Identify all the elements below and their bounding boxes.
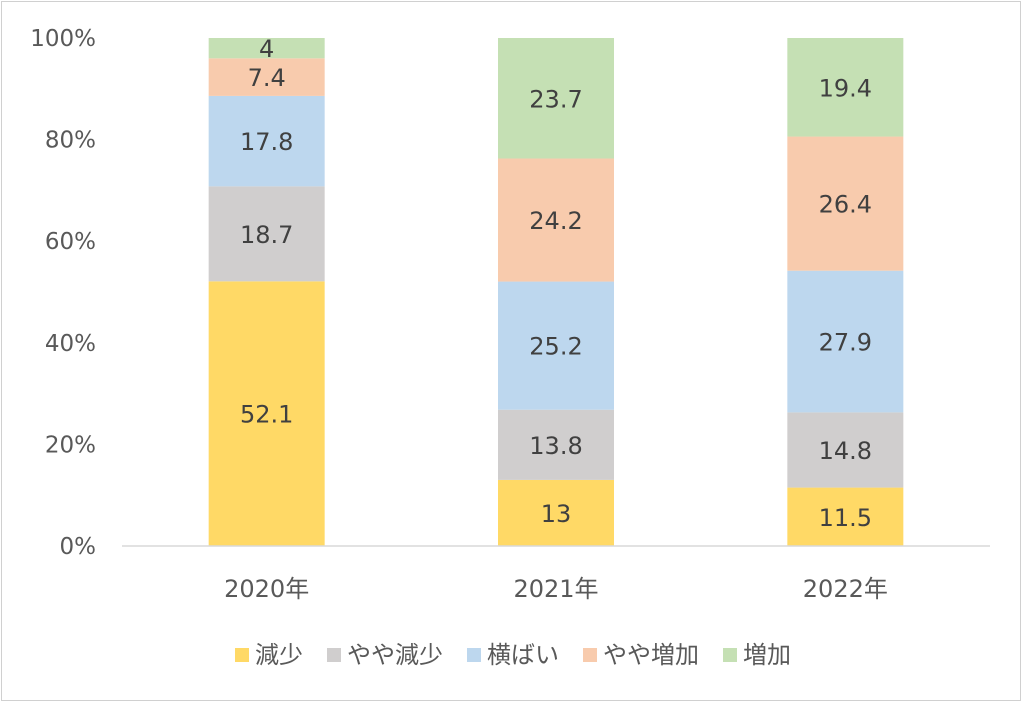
bar-segment (498, 479, 614, 546)
legend-label: 増加 (743, 641, 791, 669)
bar-series: 52.1 18.7 17.8 7.44 13 13.8 25.2 24.2 23.7 11.5 14… (208, 35, 904, 546)
data-label: 52.1 (240, 401, 293, 429)
y-axis: 0% 20% 40% 60% 80% 100% (30, 26, 96, 560)
bar-segment (787, 136, 904, 271)
y-tick-label: 20% (45, 432, 96, 458)
data-label: 14.8 (819, 437, 872, 465)
legend-item: 減少 (235, 641, 303, 669)
legend-swatch (583, 648, 597, 662)
bar-segment (787, 487, 904, 546)
data-label: 23.7 (529, 85, 582, 113)
bar-segment (787, 38, 904, 137)
legend-swatch (723, 648, 737, 662)
data-label: 26.4 (819, 191, 872, 219)
x-category-label: 2020年 (224, 575, 309, 603)
x-category-label: 2022年 (803, 575, 888, 603)
bar-segment (787, 412, 904, 488)
data-label: 25.2 (529, 333, 582, 361)
legend: 減少 やや減少 横ばい やや増加 増加 (235, 641, 791, 669)
bar-segment (208, 186, 325, 282)
legend-label: やや増加 (603, 641, 699, 669)
bar-segment (208, 38, 325, 59)
data-label: 13 (541, 500, 572, 528)
y-tick-label: 60% (45, 229, 96, 255)
y-tick-label: 40% (45, 331, 96, 357)
legend-item: やや増加 (583, 641, 699, 669)
data-label: 11.5 (819, 504, 872, 532)
y-tick-label: 80% (45, 128, 96, 154)
legend-swatch (235, 648, 249, 662)
x-axis: 2020年 2021年 2022年 (224, 575, 888, 603)
bar-segment (208, 58, 325, 96)
legend-item: やや減少 (327, 641, 443, 669)
legend-swatch (467, 648, 481, 662)
data-label: 18.7 (240, 221, 293, 249)
data-label: 24.2 (529, 207, 582, 235)
bar-segment (787, 270, 904, 413)
data-label: 27.9 (819, 329, 872, 357)
legend-item: 増加 (723, 641, 791, 669)
bar-segment (498, 409, 614, 480)
legend-swatch (327, 648, 341, 662)
data-label: 7.4 (248, 64, 286, 92)
bar-segment (208, 281, 325, 546)
bar-segment (208, 95, 325, 187)
legend-label: やや減少 (347, 641, 443, 669)
bar-segment (498, 158, 614, 282)
data-label: 19.4 (819, 74, 872, 102)
y-tick-label: 100% (30, 26, 96, 52)
data-label: 13.8 (529, 432, 582, 460)
data-label: 17.8 (240, 128, 293, 156)
legend-label: 減少 (255, 641, 303, 669)
bar-segment (498, 281, 614, 410)
data-label: 4 (259, 35, 274, 63)
y-tick-label: 0% (60, 534, 97, 560)
bar-segment (498, 38, 614, 159)
legend-label: 横ばい (487, 641, 559, 669)
legend-item: 横ばい (467, 641, 559, 669)
x-category-label: 2021年 (513, 575, 598, 603)
